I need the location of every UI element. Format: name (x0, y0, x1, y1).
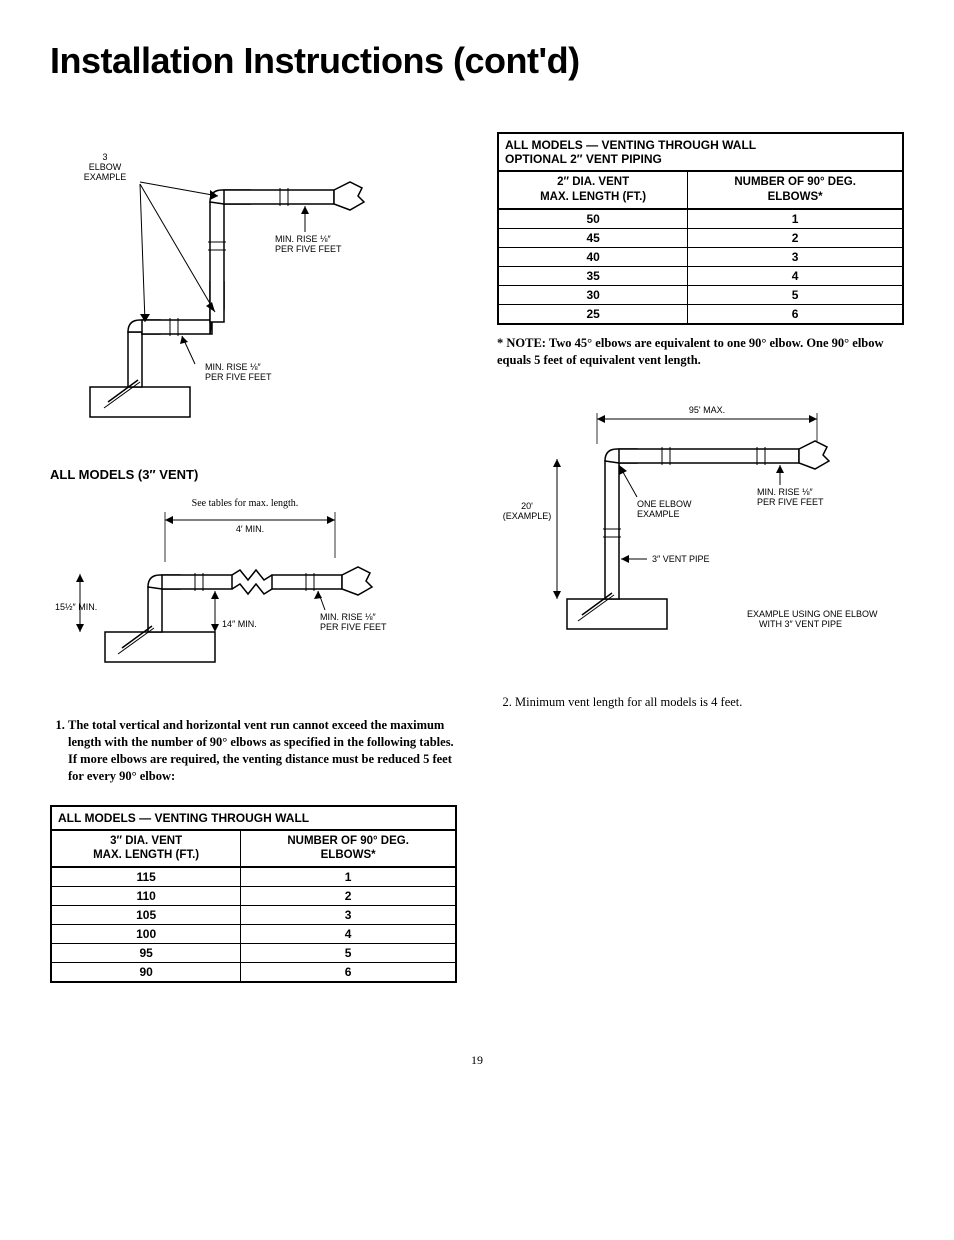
instruction-list-right: Minimum vent length for all models is 4 … (497, 694, 904, 711)
section-heading-3vent: ALL MODELS (3″ VENT) (50, 467, 457, 482)
svg-text:20': 20' (521, 501, 533, 511)
right-column: ALL MODELS — VENTING THROUGH WALLOPTIONA… (497, 122, 904, 993)
svg-text:3: 3 (102, 152, 107, 162)
page-number: 19 (50, 1053, 904, 1068)
instruction-list-left: The total vertical and horizontal vent r… (50, 717, 457, 785)
table-2in-vent: ALL MODELS — VENTING THROUGH WALLOPTIONA… (497, 132, 904, 325)
table-row: 955 (51, 944, 456, 963)
svg-text:15½″ MIN.: 15½″ MIN. (55, 602, 97, 612)
table-2in-col1-hdr: 2″ DIA. VENTMAX. LENGTH (FT.) (498, 171, 688, 209)
svg-text:95' MAX.: 95' MAX. (689, 405, 725, 415)
table-row: 1053 (51, 906, 456, 925)
diagram-3-elbow: 3 ELBOW EXAMPLE MIN. RISE ⅛″ PER FIVE FE… (50, 132, 457, 437)
svg-text:ONE ELBOW: ONE ELBOW (637, 499, 692, 509)
svg-text:4′ MIN.: 4′ MIN. (236, 524, 264, 534)
table-2in-col2-hdr: NUMBER OF 90° DEG.ELBOWS* (688, 171, 903, 209)
svg-text:PER FIVE FEET: PER FIVE FEET (757, 497, 824, 507)
svg-text:WITH 3″ VENT PIPE: WITH 3″ VENT PIPE (759, 619, 842, 629)
table-3in-vent: ALL MODELS — VENTING THROUGH WALL 3″ DIA… (50, 805, 457, 984)
diagram-3in-vent: See tables for max. length. 4′ MIN. (50, 492, 457, 687)
table-row: 1102 (51, 887, 456, 906)
svg-text:PER FIVE FEET: PER FIVE FEET (320, 622, 387, 632)
svg-text:MIN. RISE ⅛″: MIN. RISE ⅛″ (205, 362, 262, 372)
svg-text:(EXAMPLE): (EXAMPLE) (503, 511, 552, 521)
table-row: 256 (498, 304, 903, 324)
table-row: 1004 (51, 925, 456, 944)
svg-text:MIN. RISE ⅛″: MIN. RISE ⅛″ (320, 612, 377, 622)
table-row: 501 (498, 209, 903, 229)
instruction-2: Minimum vent length for all models is 4 … (515, 694, 904, 711)
note-elbows: * NOTE: Two 45° elbows are equivalent to… (497, 335, 904, 369)
table-3in-title: ALL MODELS — VENTING THROUGH WALL (51, 806, 456, 830)
svg-text:MIN. RISE ⅛″: MIN. RISE ⅛″ (275, 234, 332, 244)
left-column: 3 ELBOW EXAMPLE MIN. RISE ⅛″ PER FIVE FE… (50, 122, 457, 993)
table-2in-title: ALL MODELS — VENTING THROUGH WALLOPTIONA… (498, 133, 903, 171)
svg-text:PER FIVE FEET: PER FIVE FEET (275, 244, 342, 254)
svg-text:3″ VENT PIPE: 3″ VENT PIPE (652, 554, 710, 564)
svg-text:EXAMPLE: EXAMPLE (637, 509, 680, 519)
svg-text:ELBOW: ELBOW (89, 162, 122, 172)
table-3in-col1-hdr: 3″ DIA. VENTMAX. LENGTH (FT.) (51, 830, 241, 868)
diagram-one-elbow: 95' MAX. (497, 399, 904, 664)
svg-text:EXAMPLE USING ONE ELBOW: EXAMPLE USING ONE ELBOW (747, 609, 878, 619)
table-3in-col2-hdr: NUMBER OF 90° DEG.ELBOWS* (241, 830, 456, 868)
table-row: 305 (498, 285, 903, 304)
table-row: 403 (498, 247, 903, 266)
table-row: 354 (498, 266, 903, 285)
svg-text:PER FIVE FEET: PER FIVE FEET (205, 372, 272, 382)
table-row: 452 (498, 228, 903, 247)
table-row: 1151 (51, 867, 456, 887)
svg-text:MIN. RISE ⅛″: MIN. RISE ⅛″ (757, 487, 814, 497)
page-title: Installation Instructions (cont'd) (50, 40, 904, 82)
table-row: 906 (51, 963, 456, 983)
svg-text:EXAMPLE: EXAMPLE (84, 172, 127, 182)
diagram2-see-tables: See tables for max. length. (192, 498, 299, 509)
svg-text:14″ MIN.: 14″ MIN. (222, 619, 257, 629)
instruction-1: The total vertical and horizontal vent r… (68, 717, 457, 785)
